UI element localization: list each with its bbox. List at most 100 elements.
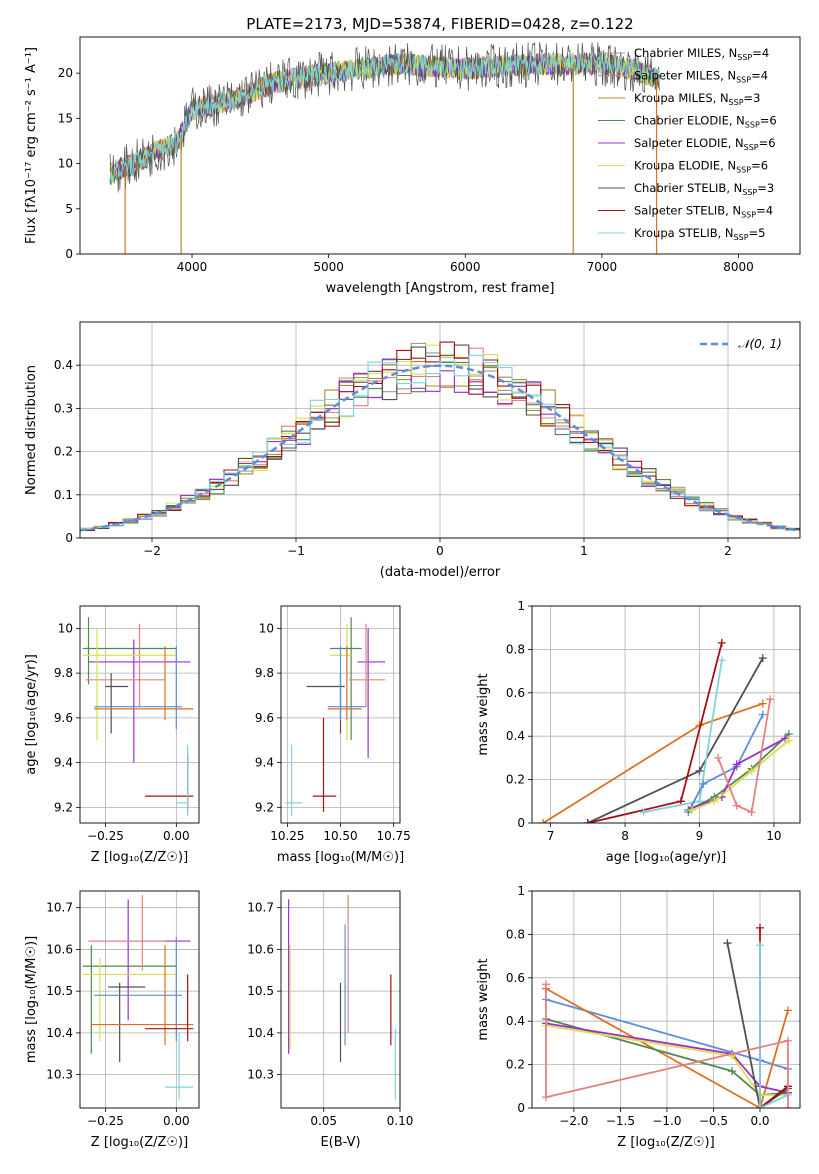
gaussian-curve [80, 364, 800, 532]
weight-line-2 [545, 1018, 788, 1096]
axes-massweight_vs_Z: −2.0 −1.5 −1.0 −0.5 0.0 0 0.2 0.4 0.6 0.8 1 Z [log₁… [476, 884, 801, 1150]
weight-marker [783, 1104, 792, 1108]
legend-entry: Chabrier MILES, NSSP=4 [634, 46, 769, 62]
legend-entry: Salpeter STELIB, NSSP=4 [634, 204, 773, 220]
y-tick-label: 10 [259, 621, 274, 635]
x-tick-label: 0.00 [163, 1114, 190, 1128]
plot-area-age_vs_mass [285, 617, 386, 817]
y-tick-label: 10.3 [247, 1068, 274, 1082]
weight-marker [747, 808, 756, 817]
x-tick-label: −0.5 [699, 1114, 728, 1128]
y-axis-label: mass weight [476, 673, 491, 755]
y-axis-label: mass [log₁₀(M/M☉)] [24, 936, 39, 1063]
legend-entry: Kroupa STELIB, NSSP=5 [634, 226, 765, 242]
weight-marker [758, 654, 767, 663]
x-tick-label: 1 [580, 544, 588, 558]
legend-subscript: SSP [742, 188, 757, 197]
x-tick-label: 0.10 [387, 1114, 414, 1128]
x-axis-label: Z [log₁₀(Z/Z☉)] [91, 1135, 188, 1150]
weight-marker [755, 923, 764, 932]
plot-area-spectrum [109, 41, 660, 254]
x-tick-label: 10.50 [323, 829, 357, 843]
x-tick-label: 7000 [587, 260, 618, 274]
weight-line-7 [691, 739, 790, 811]
y-tick-label: 0.4 [506, 729, 525, 743]
histogram-8 [80, 354, 800, 531]
axes-frame [79, 36, 801, 255]
legend-count: =4 [751, 69, 768, 83]
weight-line-8 [545, 984, 789, 1108]
weight-marker [755, 941, 764, 950]
x-tick-label: 4000 [177, 260, 208, 274]
y-tick-label: 0.2 [506, 1058, 525, 1072]
axes-residuals: −2 −1 0 1 2 0 0.1 0.2 0.3 0.4 (data-model)/error No… [24, 321, 801, 580]
weight-marker [783, 1036, 792, 1045]
weight-line-6 [759, 927, 789, 1108]
y-axis-label: Normed distribution [24, 365, 39, 495]
legend-count: =5 [749, 226, 766, 240]
weight-line-5 [726, 942, 789, 1108]
x-tick-label: −1 [287, 544, 305, 558]
y-tick-label: 1 [517, 884, 525, 898]
weight-marker [755, 1104, 764, 1108]
x-axis-label: age [log₁₀(age/yr)] [606, 850, 727, 865]
x-tick-label: 7 [547, 829, 555, 843]
weight-marker [714, 753, 723, 762]
plot-area-age_vs_Z [82, 617, 194, 817]
weight-line-3 [545, 1022, 789, 1094]
x-tick-label: 0.0 [750, 1114, 769, 1128]
weight-marker [717, 638, 726, 647]
legend-subscript: SSP [736, 166, 751, 175]
legend-count: =3 [757, 181, 774, 195]
y-tick-label: 10 [58, 621, 73, 635]
legend-entry: 𝒩(0, 1) [738, 337, 782, 351]
legend-subscript: SSP [734, 233, 749, 242]
y-tick-label: 0.1 [54, 488, 73, 502]
axes-frame [79, 890, 200, 1109]
y-tick-label: 0.3 [54, 401, 73, 415]
weight-line-6 [691, 737, 786, 809]
x-tick-label: 0.00 [163, 829, 190, 843]
x-tick-label: 0 [436, 544, 444, 558]
legend-entry: Salpeter ELODIE, NSSP=6 [634, 136, 776, 152]
plot-area-mass_vs_ebv [288, 895, 397, 1100]
weight-marker [758, 699, 767, 708]
plot-area-mass_vs_Z [82, 895, 194, 1100]
axes-mass_vs_ebv: 0.05 0.10 10.3 10.4 10.5 10.6 10.7 E(B-V) [247, 890, 414, 1150]
legend-subscript: SSP [729, 98, 744, 107]
y-tick-label: 9.4 [255, 756, 274, 770]
legend-subscript: SSP [737, 53, 752, 62]
weight-marker [688, 805, 697, 814]
x-tick-label: −0.25 [87, 829, 124, 843]
weight-marker [676, 797, 685, 806]
y-axis-label: mass weight [476, 958, 491, 1040]
y-tick-label: 0.2 [54, 445, 73, 459]
y-tick-label: 0.6 [506, 971, 525, 985]
x-tick-label: −1.0 [652, 1114, 681, 1128]
y-tick-label: 10.4 [247, 1026, 274, 1040]
weight-marker [784, 736, 793, 745]
plot-area-residuals [80, 341, 800, 532]
legend-count: =6 [760, 114, 777, 128]
axes-frame [79, 605, 200, 824]
y-tick-label: 0.8 [506, 642, 525, 656]
weight-marker [539, 819, 548, 823]
weight-line-2 [587, 642, 723, 823]
x-tick-label: 10 [766, 829, 781, 843]
y-tick-label: 10.3 [46, 1068, 73, 1082]
axes-mass_vs_Z: −0.25 0.00 10.3 10.4 10.5 10.6 10.7 Z [log₁₀(Z/… [24, 890, 200, 1150]
spectrum-line [109, 51, 660, 184]
x-tick-label: 10.75 [376, 829, 410, 843]
plot-area-massweight_vs_Z [541, 923, 792, 1108]
y-tick-label: 0.2 [506, 773, 525, 787]
x-axis-label: mass [log₁₀(M/M☉)] [277, 850, 404, 865]
y-tick-label: 9.6 [255, 711, 274, 725]
y-tick-label: 10.6 [247, 942, 274, 956]
weight-line-8 [717, 699, 772, 814]
y-tick-label: 10.7 [46, 901, 73, 915]
weight-marker [583, 819, 592, 823]
y-tick-label: 0 [517, 816, 525, 830]
y-tick-label: 10.6 [46, 942, 73, 956]
y-tick-label: 5 [65, 202, 73, 216]
